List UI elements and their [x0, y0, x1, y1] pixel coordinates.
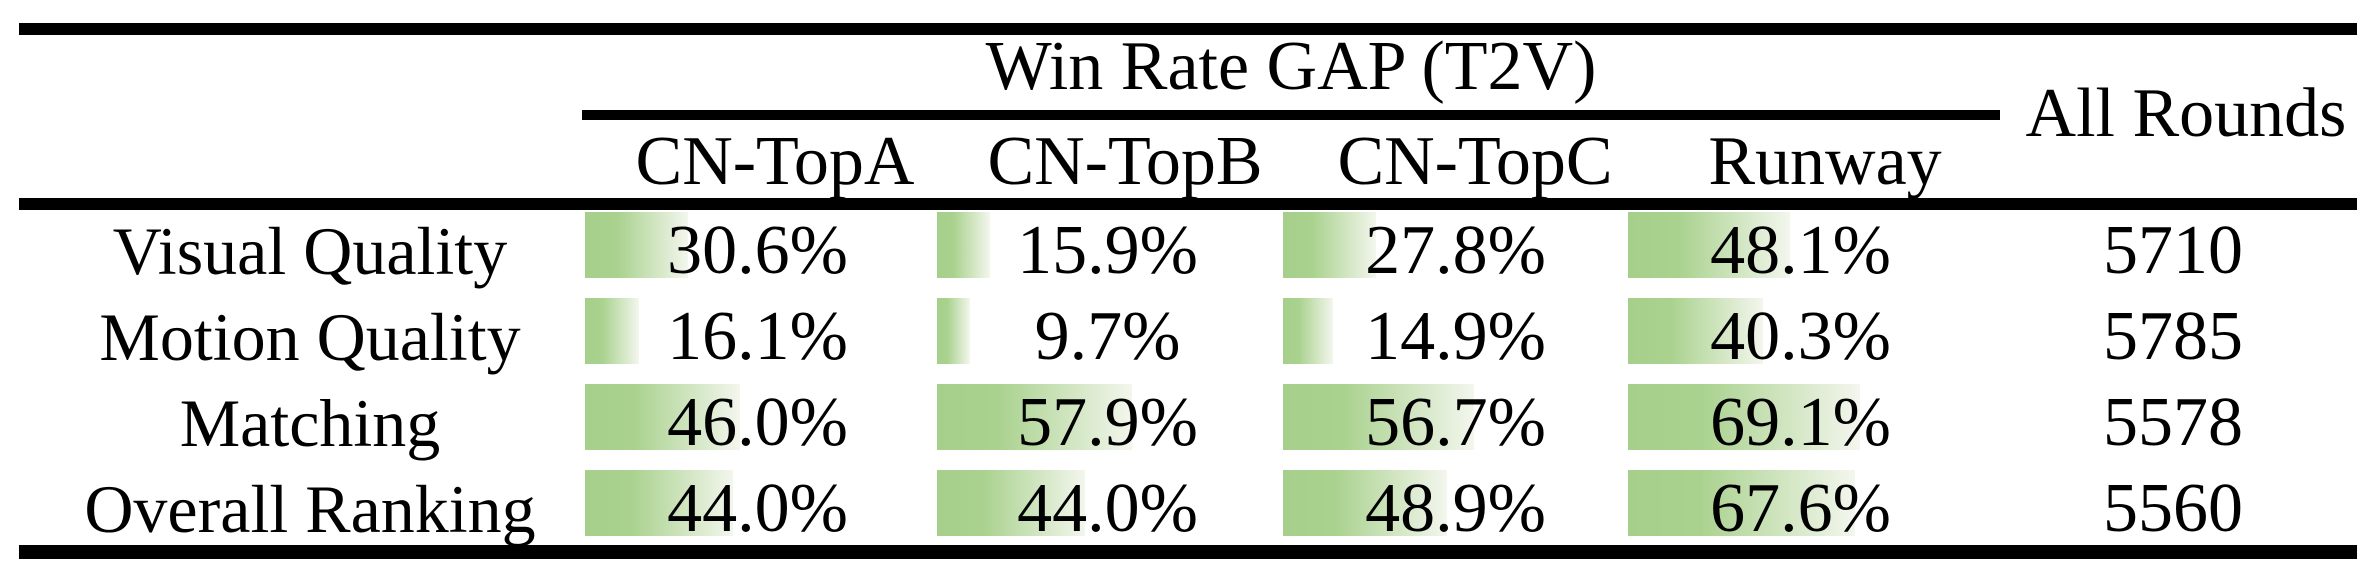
table-top-rule: [19, 23, 2357, 35]
win-rate-bar: [937, 384, 1132, 450]
win-rate-bar: [1628, 384, 1860, 450]
win-rate-value: 48.9%: [1365, 470, 1546, 547]
win-rate-value: 16.1%: [667, 298, 848, 375]
header-separator-rule: [19, 198, 2357, 210]
all-rounds-value: 5710: [2103, 212, 2243, 289]
win-rate-value: 46.0%: [667, 384, 848, 461]
row-label-overall-ranking: Overall Ranking: [84, 471, 536, 547]
win-rate-bar: [585, 298, 639, 364]
table-title: Win Rate GAP (T2V): [985, 28, 1597, 105]
win-rate-value: 69.1%: [1710, 384, 1891, 461]
all-rounds-value: 5560: [2103, 470, 2243, 547]
win-rate-value: 44.0%: [1017, 470, 1198, 547]
title-underline-rule: [582, 110, 2000, 120]
win-rate-bar: [1628, 470, 1855, 536]
win-rate-bar: [1283, 384, 1474, 450]
row-label-matching: Matching: [179, 385, 441, 461]
win-rate-value: 14.9%: [1365, 298, 1546, 375]
win-rate-bar: [1283, 212, 1376, 278]
win-rate-bar: [1283, 298, 1333, 364]
win-rate-bar: [1283, 470, 1447, 536]
column-header-cn-topc: CN-TopC: [1337, 123, 1613, 200]
row-label-motion-quality: Motion Quality: [99, 299, 521, 375]
column-header-cn-topa: CN-TopA: [635, 123, 915, 200]
win-rate-value: 67.6%: [1710, 470, 1891, 547]
win-rate-bar: [1628, 212, 1790, 278]
column-header-runway: Runway: [1708, 123, 1942, 200]
column-header-cn-topb: CN-TopB: [987, 123, 1263, 200]
table-bottom-rule: [19, 545, 2357, 559]
win-rate-value: 44.0%: [667, 470, 848, 547]
win-rate-value: 40.3%: [1710, 298, 1891, 375]
win-rate-bar: [585, 212, 688, 278]
win-rate-value: 15.9%: [1017, 212, 1198, 289]
column-header-all-rounds: All Rounds: [2025, 75, 2347, 152]
win-rate-bar: [937, 298, 970, 364]
win-rate-value: 56.7%: [1365, 384, 1546, 461]
win-rate-value: 9.7%: [1034, 298, 1181, 375]
win-rate-value: 57.9%: [1017, 384, 1198, 461]
win-rate-bar: [1628, 298, 1763, 364]
win-rate-bar: [585, 470, 733, 536]
win-rate-value: 27.8%: [1365, 212, 1546, 289]
all-rounds-value: 5785: [2103, 298, 2243, 375]
row-label-visual-quality: Visual Quality: [112, 213, 508, 289]
all-rounds-value: 5578: [2103, 384, 2243, 461]
win-rate-value: 48.1%: [1710, 212, 1891, 289]
win-rate-bar: [937, 470, 1085, 536]
win-rate-bar: [937, 212, 990, 278]
win-rate-bar: [585, 384, 740, 450]
win-rate-value: 30.6%: [667, 212, 848, 289]
